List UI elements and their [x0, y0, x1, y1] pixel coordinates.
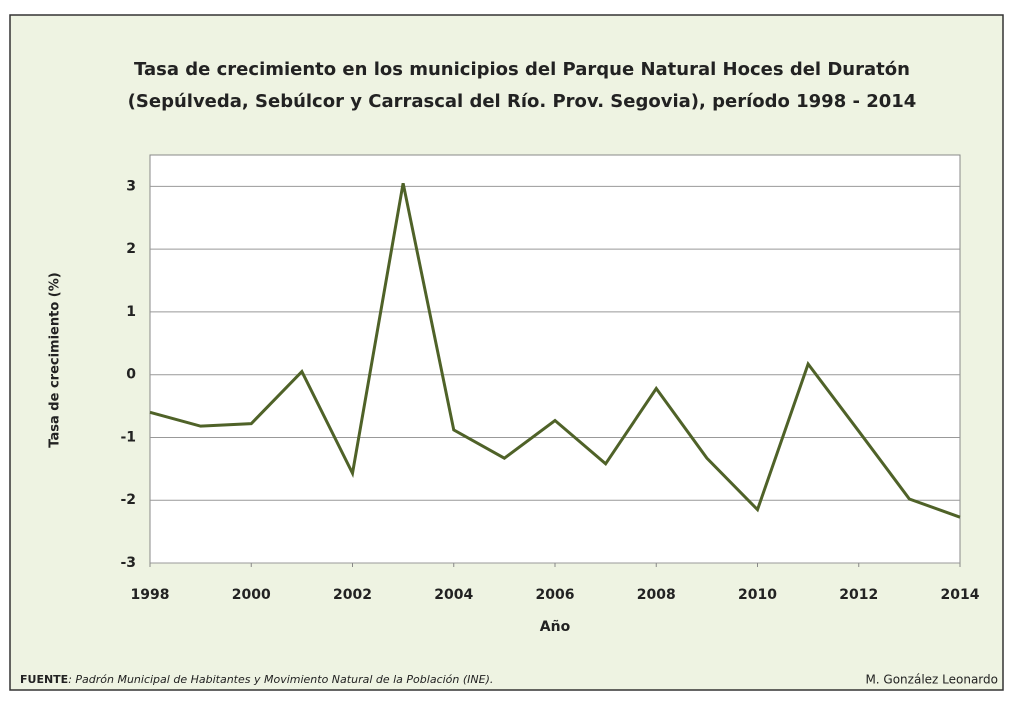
- source-label: FUENTE: [20, 673, 68, 686]
- chart-title: Tasa de crecimiento en los municipios de…: [134, 59, 910, 80]
- y-axis-label: Tasa de crecimiento (%): [48, 272, 63, 447]
- source-text: : Padrón Municipal de Habitantes y Movim…: [68, 673, 493, 686]
- y-tick-label: 2: [126, 241, 136, 257]
- chart-title: (Sepúlveda, Sebúlcor y Carrascal del Río…: [128, 91, 917, 112]
- x-tick-label: 2002: [333, 587, 372, 603]
- x-tick-label: 2000: [232, 587, 271, 603]
- y-tick-label: 3: [126, 178, 136, 194]
- y-tick-label: -3: [120, 555, 136, 571]
- x-tick-label: 1998: [131, 587, 170, 603]
- x-tick-label: 2004: [434, 587, 473, 603]
- source: FUENTE: Padrón Municipal de Habitantes y…: [20, 673, 493, 686]
- data-line: [149, 182, 961, 519]
- y-tick-label: -1: [120, 429, 136, 445]
- author: M. González Leonardo: [865, 673, 998, 687]
- y-tick-label: -2: [120, 492, 136, 508]
- y-tick-label: 1: [126, 304, 136, 320]
- plot-area: [149, 154, 961, 564]
- x-axis-label: Año: [540, 619, 571, 635]
- x-tick-label: 2014: [941, 587, 980, 603]
- x-tick-label: 2006: [536, 587, 575, 603]
- x-tick-label: 2010: [738, 587, 777, 603]
- y-tick-label: 0: [126, 367, 136, 383]
- x-tick-label: 2012: [839, 587, 878, 603]
- x-tick-label: 2008: [637, 587, 676, 603]
